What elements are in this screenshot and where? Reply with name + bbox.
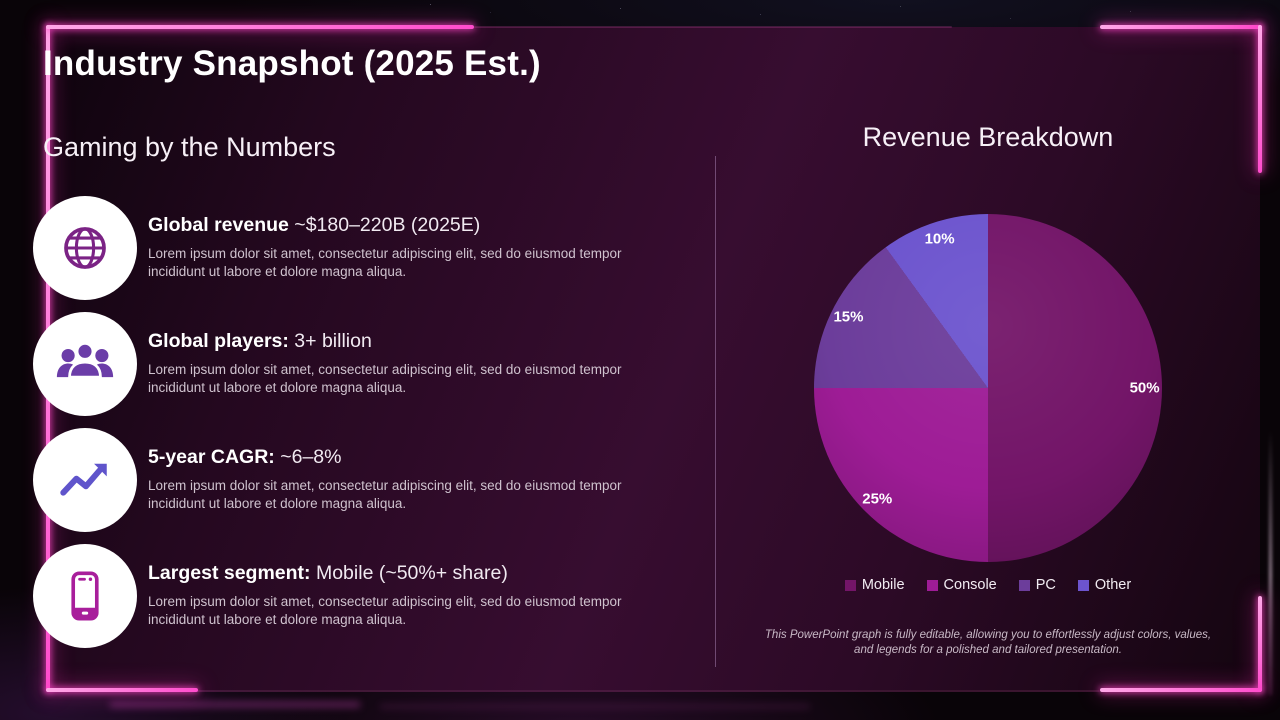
neon-frame-bottom-right [1100, 688, 1262, 692]
neon-frame-top-right [1100, 25, 1262, 29]
legend-label: Console [943, 577, 997, 593]
legend-swatch [926, 579, 938, 591]
background-glow [110, 702, 360, 707]
legend-item: Console [926, 577, 997, 593]
footnote-line: and legends for a polished and tailored … [854, 644, 1122, 657]
chart-legend: Mobile Console PC Other [718, 577, 1258, 593]
item-icon-circle [33, 544, 137, 648]
legend-label: Other [1094, 577, 1132, 593]
neon-frame-bottom-dim [196, 690, 1100, 692]
legend-item: PC [1018, 577, 1056, 593]
item-description: Lorem ipsum dolor sit amet, consectetur … [148, 246, 622, 280]
item-description: Lorem ipsum dolor sit amet, consectetur … [148, 594, 622, 628]
item-icon-circle [33, 428, 137, 532]
item-heading: 5-year CAGR: ~6–8% [148, 446, 668, 468]
footnote-line: This PowerPoint graph is fully editable,… [764, 629, 1212, 641]
item-heading: Largest segment: Mobile (~50%+ share) [148, 562, 668, 584]
smartphone-icon [71, 571, 99, 621]
pie-label: 50% [1129, 379, 1160, 397]
neon-frame-right-bottom [1258, 596, 1262, 692]
globe-icon [64, 227, 106, 269]
item-heading-rest: ~$180–220B (2025E) [288, 214, 481, 236]
starfield [430, 4, 431, 5]
pie-label: 10% [924, 230, 955, 248]
item-heading-rest: ~6–8% [274, 446, 342, 468]
legend-swatch [1077, 579, 1089, 591]
legend-label: Mobile [861, 577, 905, 593]
chart-title: Revenue Breakdown [862, 122, 1114, 152]
legend-item: Mobile [844, 577, 905, 593]
item-heading-rest: Mobile (~50%+ share) [310, 562, 508, 584]
pie-chart: 50% 25% 15% 10% [814, 214, 1162, 562]
chart-footnote: This PowerPoint graph is fully editable,… [718, 628, 1258, 658]
background-light-streak [1269, 430, 1272, 695]
list-item: Global players: 3+ billion Lorem ipsum d… [33, 312, 673, 416]
neon-frame-top-left [46, 25, 474, 29]
item-heading-bold: Largest segment: [148, 562, 311, 584]
legend-item: Other [1077, 577, 1132, 593]
list-item: 5-year CAGR: ~6–8% Lorem ipsum dolor sit… [33, 428, 673, 532]
neon-frame-bottom-left [46, 688, 198, 692]
item-heading-bold: Global players: [148, 330, 289, 352]
neon-frame-top-dim [474, 26, 952, 28]
section-divider [715, 156, 716, 667]
item-heading: Global revenue ~$180–220B (2025E) [148, 214, 668, 236]
legend-label: PC [1035, 577, 1056, 593]
item-icon-circle [33, 312, 137, 416]
item-heading-bold: 5-year CAGR: [148, 446, 275, 468]
item-icon-circle [33, 196, 137, 300]
item-heading-rest: 3+ billion [288, 330, 372, 352]
item-description: Lorem ipsum dolor sit amet, consectetur … [148, 478, 622, 512]
neon-frame-right-top [1258, 25, 1262, 173]
list-item: Global revenue ~$180–220B (2025E) Lorem … [33, 196, 673, 300]
item-description: Lorem ipsum dolor sit amet, consectetur … [148, 362, 622, 396]
legend-swatch [1018, 579, 1030, 591]
pie-label: 25% [862, 490, 893, 508]
list-item: Largest segment: Mobile (~50%+ share) Lo… [33, 544, 673, 648]
pie-label: 15% [833, 308, 864, 326]
trend-up-icon [60, 463, 107, 496]
item-heading-bold: Global revenue [148, 214, 289, 236]
people-icon [56, 341, 114, 379]
legend-swatch [844, 579, 856, 591]
item-heading: Global players: 3+ billion [148, 330, 668, 352]
pie-shading [814, 214, 1162, 562]
pie-surface [814, 214, 1162, 562]
left-section-heading: Gaming by the Numbers [43, 132, 336, 162]
background-glow [380, 705, 810, 708]
page-title: Industry Snapshot (2025 Est.) [43, 44, 541, 83]
